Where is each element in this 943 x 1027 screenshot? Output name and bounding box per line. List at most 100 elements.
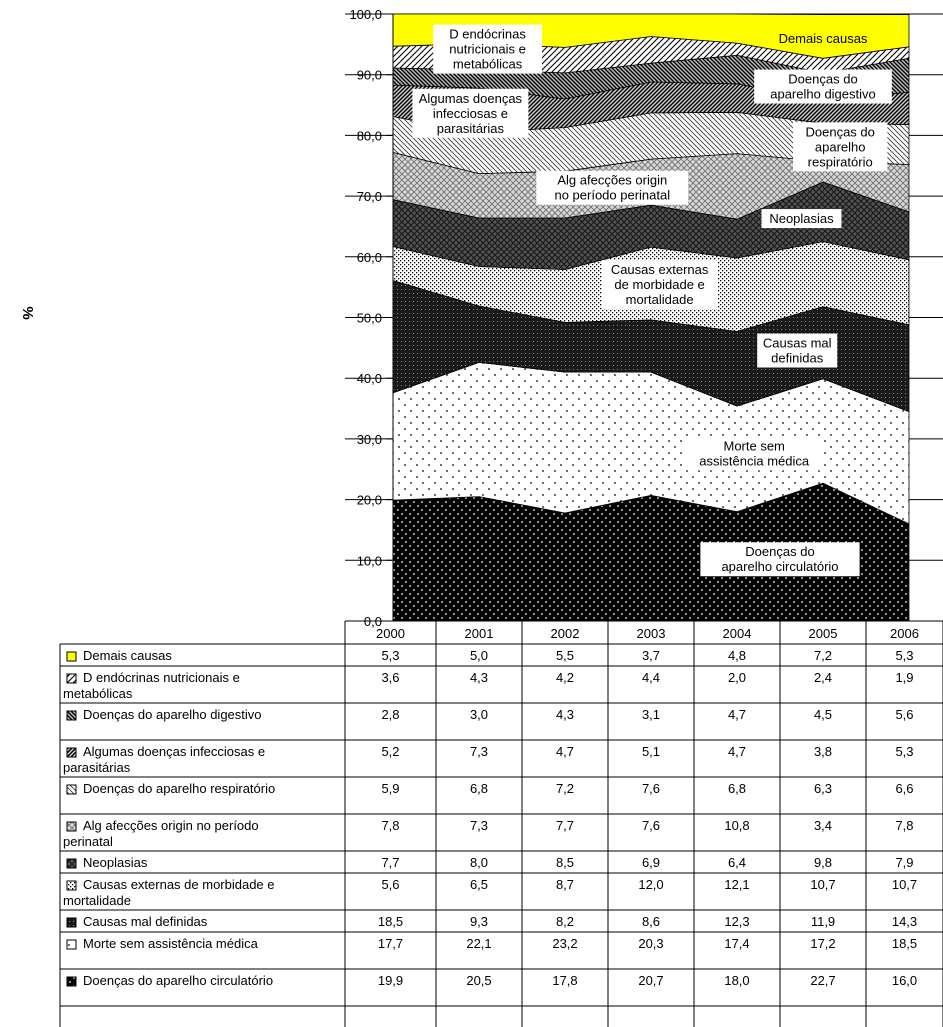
- area-label-box: [793, 122, 888, 172]
- y-tick-label: 30,0: [357, 432, 382, 447]
- table-value: 22,7: [810, 973, 835, 988]
- table-value: 5,3: [381, 648, 399, 663]
- table-value: 2,4: [814, 670, 832, 685]
- area-label: assistência médica: [699, 453, 810, 468]
- legend-swatch: [66, 917, 77, 928]
- table-value: 4,7: [728, 707, 746, 722]
- area-label-box: [700, 542, 860, 577]
- table-value: 9,3: [470, 914, 488, 929]
- table-value: 4,8: [728, 648, 746, 663]
- area-label: metabólicas: [453, 57, 523, 72]
- y-tick-label: 100,0: [349, 7, 382, 22]
- area-label: Alg afecções origin: [557, 173, 667, 188]
- table-value: 4,2: [556, 670, 574, 685]
- table-value: 18,5: [378, 914, 403, 929]
- table-value: 14,3: [892, 914, 917, 929]
- area-label: aparelho: [815, 139, 866, 154]
- area-label: definidas: [771, 351, 824, 366]
- table-value: 11,9: [811, 914, 835, 929]
- legend-label: perinatal: [63, 834, 113, 849]
- table-value: 3,1: [642, 707, 660, 722]
- table-value: 4,4: [642, 670, 660, 685]
- legend-label: metabólicas: [63, 686, 133, 701]
- table-value: 6,3: [814, 781, 832, 796]
- area-label: infecciosas e: [433, 106, 508, 121]
- area-label: respiratório: [808, 154, 873, 169]
- area-label: mortalidade: [626, 292, 694, 307]
- area-label: de morbidade e: [614, 277, 704, 292]
- table-value: 8,5: [556, 855, 574, 870]
- table-value: 12,0: [638, 877, 663, 892]
- area-label: Doenças do: [806, 124, 875, 139]
- table-value: 20,7: [638, 973, 663, 988]
- table-value: 17,4: [724, 936, 749, 951]
- table-value: 6,6: [895, 781, 913, 796]
- legend-swatch: [66, 976, 77, 987]
- table-value: 18,5: [892, 936, 917, 951]
- table-value: 10,7: [810, 877, 835, 892]
- legend-label: Neoplasias: [83, 855, 148, 870]
- legend-label: mortalidade: [63, 893, 131, 908]
- legend-label: Morte sem assistência médica: [83, 936, 259, 951]
- legend-swatch: [66, 821, 77, 832]
- table-value: 17,8: [552, 973, 577, 988]
- y-axis-label: %: [19, 306, 36, 319]
- table-value: 18,0: [724, 973, 749, 988]
- legend-swatch: [66, 858, 77, 869]
- legend-swatch: [66, 651, 77, 662]
- table-value: 4,3: [470, 670, 488, 685]
- y-axis: 0,0 10,0 20,0 30,0 40,0 50,0 60,0 70,0 80,0 90,0 1…: [349, 7, 394, 629]
- table-value: 6,8: [728, 781, 746, 796]
- table-value: 4,7: [556, 744, 574, 759]
- legend-swatch: [66, 880, 77, 891]
- table-value: 6,4: [728, 855, 746, 870]
- table-value: 7,6: [642, 818, 660, 833]
- table-value: 2,8: [381, 707, 399, 722]
- legend-label: Causas mal definidas: [83, 914, 208, 929]
- table-value: 1,9: [895, 670, 913, 685]
- x-tick-label: 2005: [809, 626, 838, 641]
- table-value: 10,8: [724, 818, 749, 833]
- table-value: 8,6: [642, 914, 660, 929]
- table-value: 20,3: [638, 936, 663, 951]
- table-value: 6,9: [642, 855, 660, 870]
- table-value: 7,9: [895, 855, 913, 870]
- x-tick-label: 2001: [465, 626, 494, 641]
- area-label: nutricionais e: [449, 42, 526, 57]
- y-tick-label: 0,0: [364, 614, 382, 629]
- area-label: Doenças do: [788, 72, 857, 87]
- y-tick-label: 60,0: [357, 250, 382, 265]
- area-label: Causas mal: [763, 336, 832, 351]
- table-value: 17,7: [378, 936, 403, 951]
- legend-swatch: [66, 710, 77, 721]
- table-value: 16,0: [892, 973, 917, 988]
- table-value: 2,0: [728, 670, 746, 685]
- y-tick-label: 80,0: [357, 128, 382, 143]
- table-value: 22,1: [466, 936, 491, 951]
- table-value: 4,3: [556, 707, 574, 722]
- legend-label: Causas externas de morbidade e: [83, 877, 275, 892]
- area-label: aparelho digestivo: [770, 87, 876, 102]
- legend-label: parasitárias: [63, 760, 131, 775]
- legend-label: Demais causas: [83, 648, 172, 663]
- table-value: 6,8: [470, 781, 488, 796]
- table-value: 7,2: [556, 781, 574, 796]
- legend-swatch: [66, 747, 77, 758]
- y-tick-label: 40,0: [357, 371, 382, 386]
- legend-label: Doenças do aparelho digestivo: [83, 707, 262, 722]
- table-value: 12,3: [724, 914, 749, 929]
- table-value: 7,7: [556, 818, 574, 833]
- area-label: D endócrinas: [449, 27, 526, 42]
- x-tick-label: 2003: [637, 626, 666, 641]
- table-value: 4,7: [728, 744, 746, 759]
- table-value: 9,8: [814, 855, 832, 870]
- y-tick-label: 50,0: [357, 311, 382, 326]
- table-value: 10,7: [892, 877, 917, 892]
- y-tick-label: 10,0: [357, 553, 382, 568]
- table-value: 5,5: [556, 648, 574, 663]
- area-label: Morte sem: [723, 438, 784, 453]
- table-value: 3,6: [381, 670, 399, 685]
- area-label-box: [685, 436, 823, 471]
- table-value: 5,3: [895, 648, 913, 663]
- legend-label: Alg afecções origin no período: [83, 818, 259, 833]
